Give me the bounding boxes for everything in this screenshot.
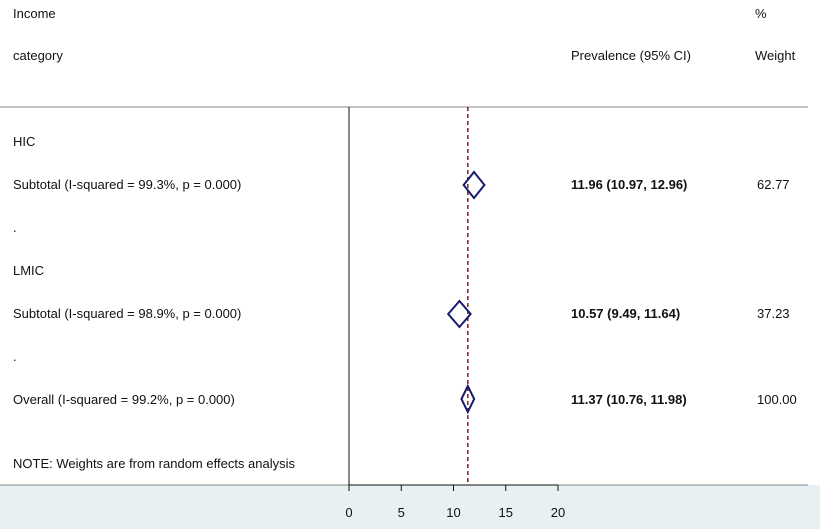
x-tick-label: 5	[397, 505, 405, 520]
x-tick-label: 0	[345, 505, 353, 520]
estimate-diamond	[462, 170, 486, 200]
row-label-6: Overall (I-squared = 99.2%, p = 0.000)	[13, 392, 235, 407]
estimate-diamond	[460, 383, 476, 415]
row-label-4: Subtotal (I-squared = 98.9%, p = 0.000)	[13, 306, 242, 321]
header-col2: Prevalence (95% CI)	[571, 48, 691, 63]
header-col3-line2: Weight	[755, 48, 796, 63]
weight-lmic: 37.23	[757, 306, 790, 321]
row-label-1: Subtotal (I-squared = 99.3%, p = 0.000)	[13, 177, 242, 192]
weight-hic: 62.77	[757, 177, 790, 192]
weight-overall: 100.00	[757, 392, 797, 407]
ci-text-lmic: 10.57 (9.49, 11.64)	[571, 306, 681, 321]
row-label-5: .	[13, 349, 17, 364]
row-label-2: .	[13, 220, 17, 235]
row-label-3: LMIC	[13, 263, 45, 278]
x-tick-label: 20	[550, 505, 566, 520]
header-col1-line2: category	[13, 48, 63, 63]
x-tick-label: 10	[446, 505, 461, 520]
header-col1-line1: Income	[13, 6, 56, 21]
ci-text-hic: 11.96 (10.97, 12.96)	[571, 177, 688, 192]
ci-text-overall: 11.37 (10.76, 11.98)	[571, 392, 687, 407]
estimate-diamond	[446, 299, 472, 329]
axis-band	[0, 485, 820, 529]
x-tick-label: 15	[498, 505, 513, 520]
row-label-0: HIC	[13, 134, 36, 149]
note: NOTE: Weights are from random effects an…	[13, 456, 296, 471]
header-col3-line1: %	[755, 6, 767, 21]
